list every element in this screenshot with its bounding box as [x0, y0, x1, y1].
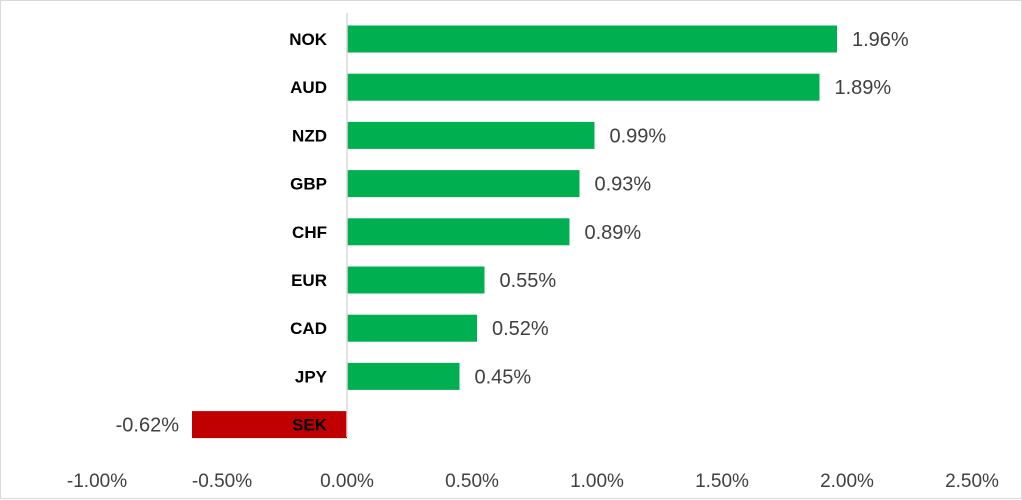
category-label-gbp: GBP — [290, 175, 327, 194]
category-label-jpy: JPY — [295, 367, 328, 386]
data-label-nok: 1.96% — [852, 29, 909, 51]
category-label-nok: NOK — [289, 30, 328, 49]
category-label-eur: EUR — [291, 271, 327, 290]
data-label-cad: 0.52% — [492, 318, 549, 340]
x-tick-label: 1.00% — [570, 471, 624, 492]
data-label-chf: 0.89% — [585, 222, 642, 244]
x-tick-label: 2.50% — [945, 471, 999, 492]
x-tick-label: 0.00% — [320, 471, 374, 492]
category-label-aud: AUD — [290, 78, 327, 97]
category-label-chf: CHF — [292, 223, 327, 242]
category-label-sek: SEK — [292, 416, 328, 435]
data-label-nzd: 0.99% — [610, 125, 667, 147]
x-tick-label: 1.50% — [695, 471, 749, 492]
x-tick-label: -0.50% — [192, 471, 252, 492]
data-label-jpy: 0.45% — [475, 366, 532, 388]
category-label-cad: CAD — [290, 319, 327, 338]
bar-aud — [347, 73, 820, 101]
x-tick-label: -1.00% — [67, 471, 127, 492]
bar-eur — [347, 266, 485, 294]
category-labels: NOK AUD NZD GBP CHF EUR CAD JPY SEK — [289, 30, 328, 435]
x-axis-tick-labels: -1.00% -0.50% 0.00% 0.50% 1.00% 1.50% 2.00% 2.5… — [67, 471, 999, 492]
bar-chf — [347, 218, 570, 246]
data-label-sek: -0.62% — [116, 415, 180, 437]
x-tick-label: 2.00% — [820, 471, 874, 492]
x-tick-label: 0.50% — [445, 471, 499, 492]
bar-nok — [347, 25, 837, 53]
bar-sek — [192, 411, 347, 439]
data-labels: 1.96% 1.89% 0.99% 0.93% 0.89% 0.55% 0.52% 0.45%… — [116, 29, 909, 437]
bar-nzd — [347, 121, 595, 149]
bar-jpy — [347, 362, 460, 390]
bars-group — [192, 25, 837, 439]
data-label-gbp: 0.93% — [595, 174, 652, 196]
data-label-eur: 0.55% — [500, 270, 557, 292]
category-label-nzd: NZD — [292, 126, 327, 145]
data-label-aud: 1.89% — [835, 77, 892, 99]
bar-gbp — [347, 170, 580, 198]
bar-cad — [347, 314, 477, 342]
